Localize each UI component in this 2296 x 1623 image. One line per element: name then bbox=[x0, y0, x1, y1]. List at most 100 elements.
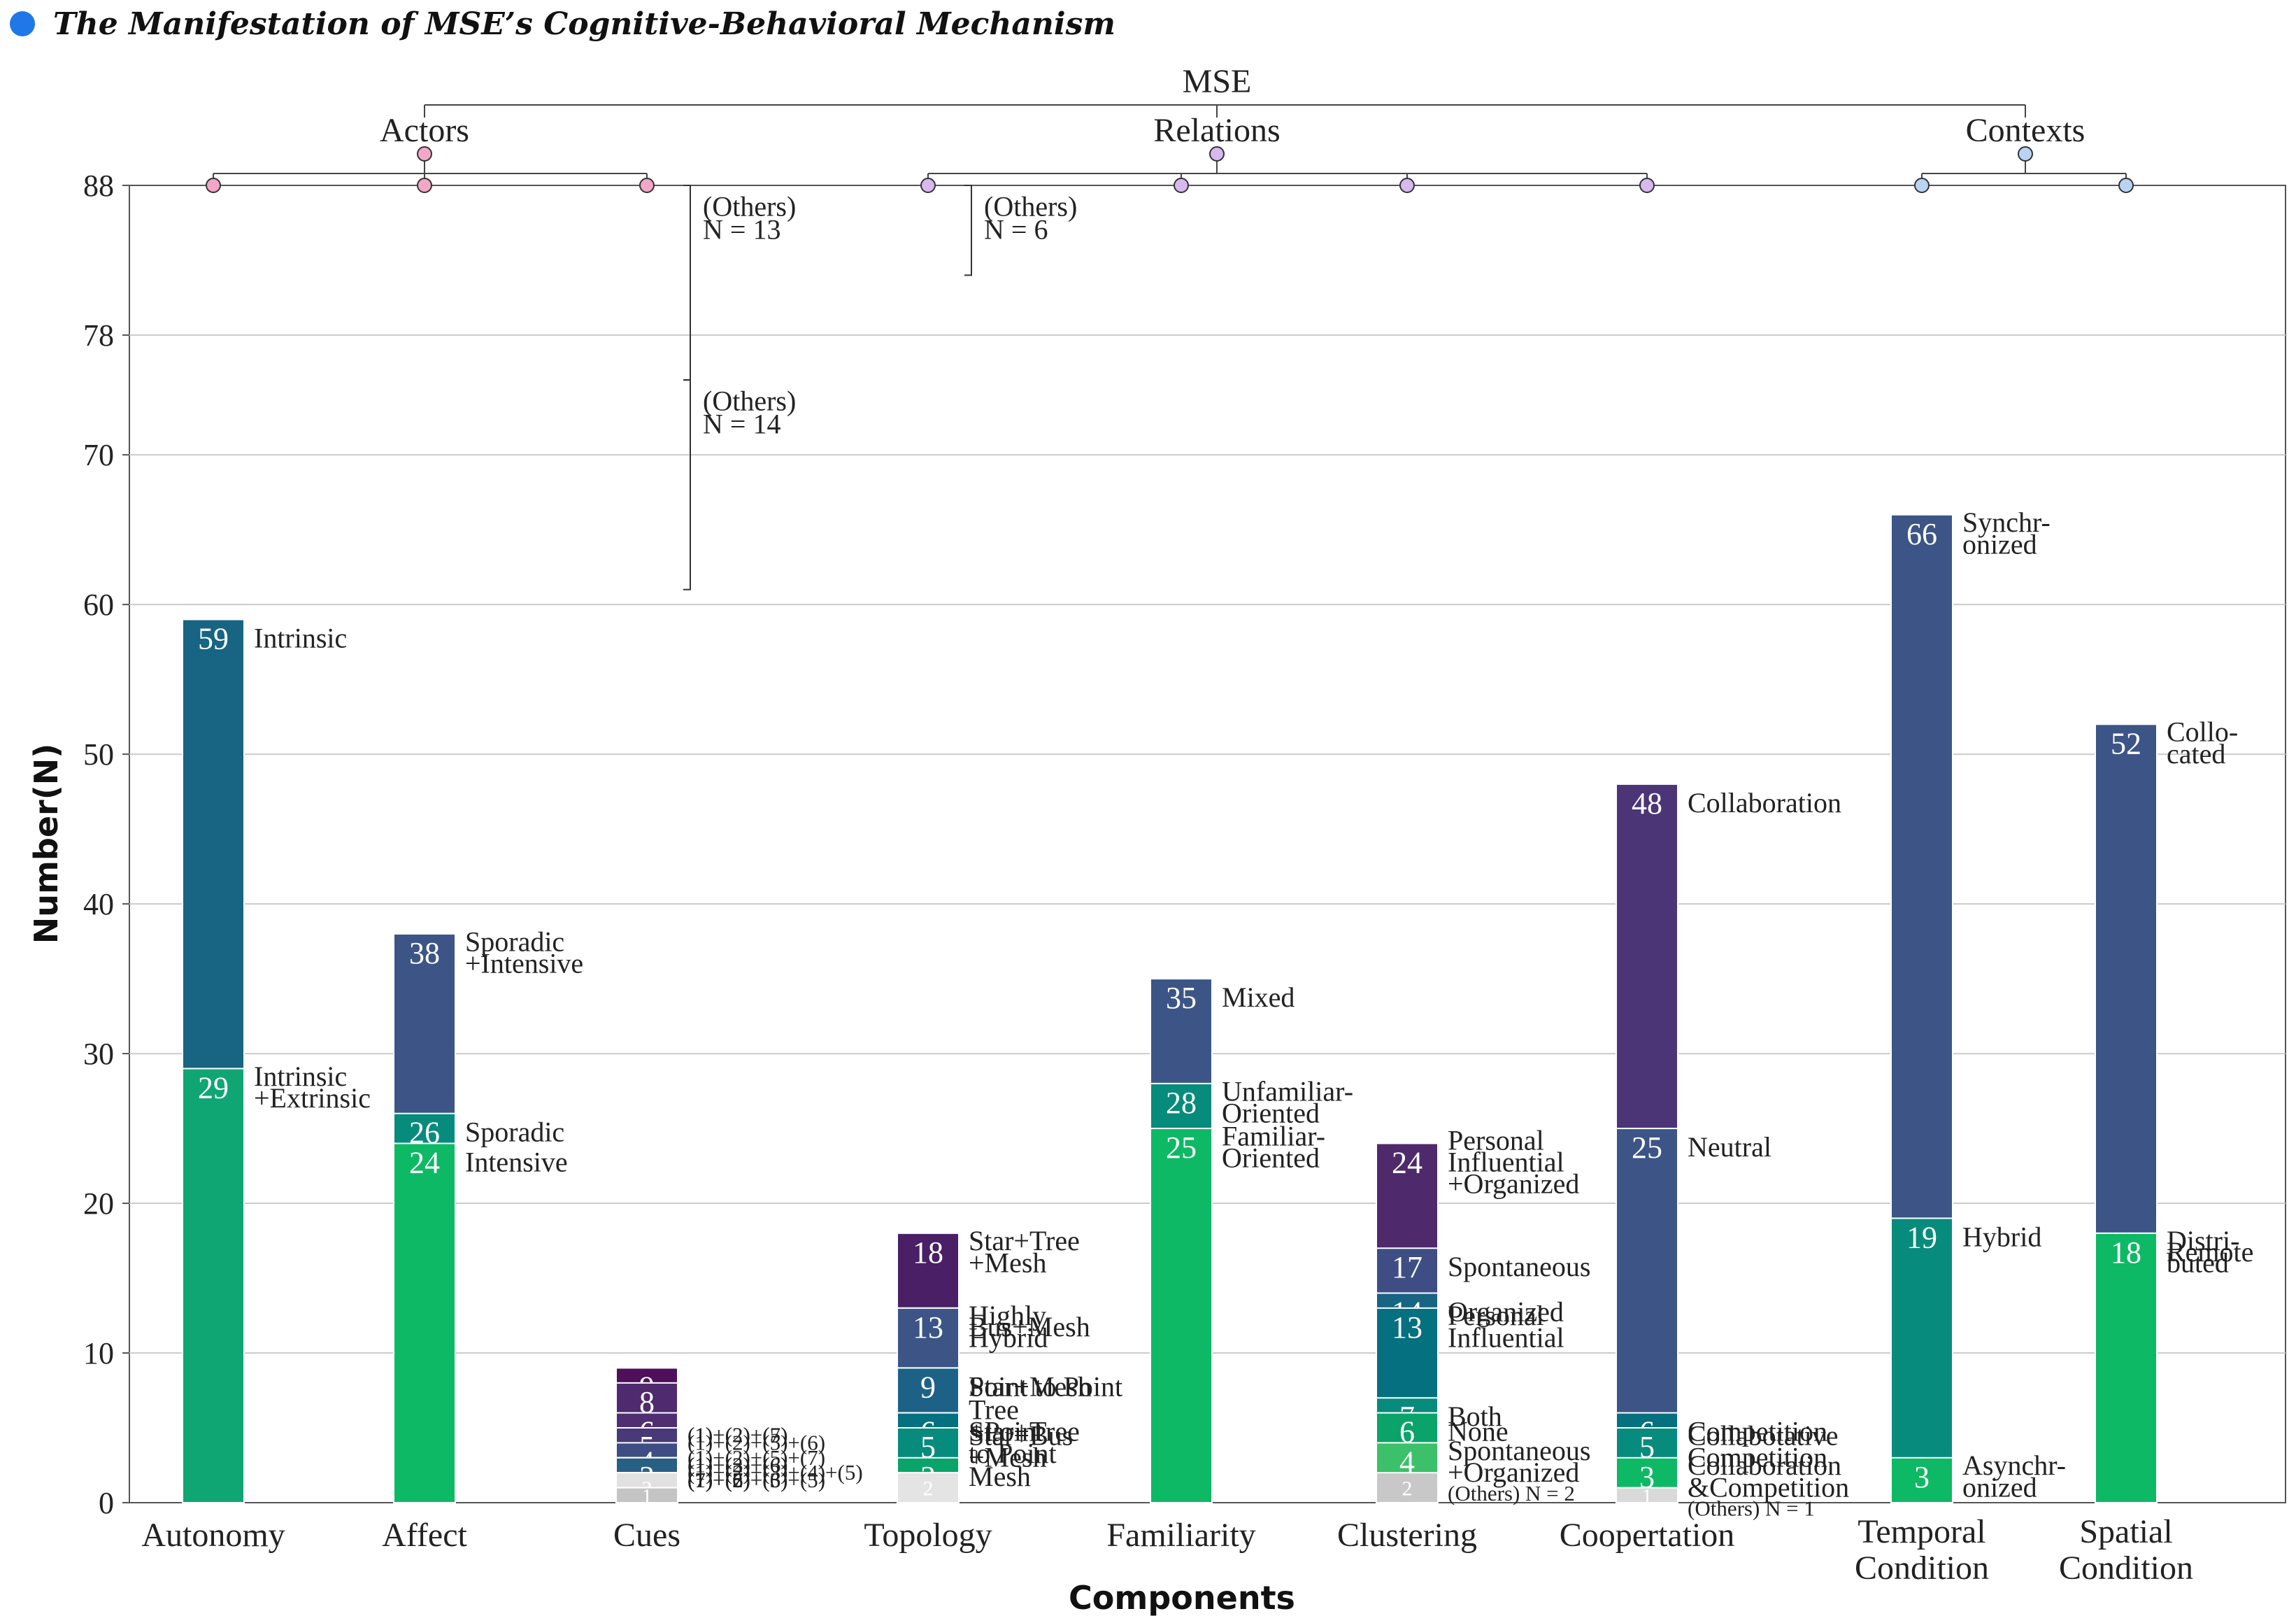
bar-temporal-condition-segment-1-label: Hybrid bbox=[1962, 1221, 2041, 1252]
bar-coopertation-segment-2-label: Competition bbox=[1688, 1416, 1827, 1447]
bar-coopertation-segment-1-label: Neutral bbox=[1688, 1131, 1771, 1163]
bar-clustering-segment-7-value: 2 bbox=[1402, 1477, 1413, 1501]
bar-cues-segment-5-label: (1)+(2)+(6) bbox=[687, 1453, 787, 1477]
bar-cues-segment-2-label: (1)+(2)+(5)+(6) bbox=[687, 1430, 825, 1454]
bar-clustering-segment-1-value: 17 bbox=[1392, 1250, 1422, 1284]
x-tick-label-topology: Topology bbox=[864, 1517, 992, 1554]
x-tick-label-coopertation: Coopertation bbox=[1560, 1517, 1735, 1554]
x-tick-label-cues: Cues bbox=[613, 1517, 680, 1554]
bar-cues-segment-4-label: (1)+(3)+(6) bbox=[687, 1453, 787, 1477]
bar-cues-segment-8-label: (1)+(7) bbox=[687, 1468, 750, 1492]
bar-clustering-segment-4-label: Both bbox=[1448, 1401, 1502, 1432]
bar-topology-segment-0-label: Star+Tree +Mesh bbox=[969, 1225, 1080, 1278]
cues-others-n13-bracket bbox=[683, 185, 691, 381]
topology-others-n6-label: (Others) N = 6 bbox=[984, 191, 1077, 246]
y-tick-label: 70 bbox=[83, 438, 114, 472]
bar-topology-segment-5-label: Tree +Point to Point bbox=[969, 1394, 1057, 1468]
bar-coopertation-segment-5 bbox=[1616, 1487, 1678, 1504]
bar-spatial-condition-segment-1-label: Remote bbox=[2167, 1236, 2253, 1268]
y-tick-label: 0 bbox=[99, 1486, 114, 1520]
bar-familiarity-segment-2 bbox=[1150, 1128, 1213, 1503]
x-tick-label-affect: Affect bbox=[382, 1517, 467, 1554]
bar-cues-segment-10-label: (1)+(6) bbox=[687, 1468, 750, 1492]
bar-topology-segment-3-label: Star+Mesh bbox=[969, 1370, 1092, 1402]
bar-familiarity-segment-1-label: Unfamiliar-Oriented bbox=[1222, 1075, 1353, 1128]
bar-affect-segment-2-label: Intensive bbox=[465, 1146, 568, 1177]
y-tick-label: 60 bbox=[83, 588, 114, 622]
y-tick-label: 20 bbox=[83, 1186, 114, 1221]
bar-topology-segment-4-value: 9 bbox=[920, 1370, 936, 1404]
bar-spatial-condition-segment-0-value: 52 bbox=[2111, 726, 2141, 760]
x-axis-title: Components bbox=[1069, 1579, 1295, 1617]
bar-autonomy-segment-1-value: 29 bbox=[198, 1070, 229, 1105]
bar-familiarity-segment-0-label: Mixed bbox=[1222, 981, 1295, 1013]
cues-others-n14-bracket bbox=[683, 379, 691, 590]
bar-topology-segment-0-value: 18 bbox=[913, 1235, 943, 1270]
bar-spatial-condition-segment-2-label: Distri-buted bbox=[2167, 1225, 2239, 1278]
bar-clustering-segment-3-label: Personal Influential bbox=[1448, 1300, 1564, 1353]
bar-spatial-condition-segment-2-value: 18 bbox=[2111, 1235, 2141, 1270]
cues-others-n14-label: (Others) N = 14 bbox=[703, 385, 796, 440]
y-tick-label: 50 bbox=[83, 737, 114, 772]
bar-cues-segment-3-label: (1)+(2)+(5)+(7) bbox=[687, 1445, 825, 1470]
leaf-node-clustering bbox=[1399, 178, 1415, 193]
bar-cues-segment-7-label: (1)+(5)+(6) bbox=[687, 1468, 787, 1492]
leaf-node-autonomy bbox=[206, 178, 221, 193]
bar-cues-segment-31 bbox=[615, 1487, 678, 1504]
x-tick-label-spatial-condition: Spatial Condition bbox=[2059, 1513, 2193, 1587]
title-bullet-icon bbox=[10, 11, 35, 36]
bar-clustering-segment-5-label: None bbox=[1448, 1416, 1509, 1447]
bar-topology-segment-8-label: Mesh bbox=[969, 1461, 1031, 1492]
bar-autonomy-segment-0-label: Intrinsic bbox=[254, 623, 347, 654]
bar-temporal-condition-segment-2-value: 3 bbox=[1914, 1460, 1930, 1494]
bar-clustering-segment-0-label: Personal Influential +Organized bbox=[1448, 1124, 1579, 1199]
bar-coopertation-segment-1-value: 25 bbox=[1632, 1131, 1662, 1165]
bar-autonomy-segment-1 bbox=[182, 1068, 245, 1504]
leaf-node-topology bbox=[920, 178, 936, 193]
bar-clustering-segment-7 bbox=[1376, 1472, 1439, 1504]
y-tick-label: 78 bbox=[83, 318, 114, 353]
bar-topology-segment-7-label: Star+Bus +Mesh bbox=[969, 1419, 1073, 1473]
bar-topology-segment-2-value: 13 bbox=[913, 1310, 943, 1345]
bar-affect-segment-0-value: 38 bbox=[409, 936, 440, 970]
bar-cues-segment-1-label: (1)+(2)+(7) bbox=[687, 1423, 787, 1447]
group-label-actors: Actors bbox=[380, 112, 469, 149]
topology-others-n6-bracket bbox=[964, 185, 972, 276]
bar-topology-segment-6-label: Star+Tree bbox=[969, 1416, 1080, 1447]
bar-clustering-segment-6-value: 4 bbox=[1399, 1445, 1415, 1479]
bar-temporal-condition-segment-2 bbox=[1890, 1457, 1953, 1504]
group-label-relations: Relations bbox=[1153, 112, 1280, 149]
bar-temporal-condition-segment-0-label: Synchr-onized bbox=[1962, 506, 2051, 560]
x-tick-label-familiarity: Familiarity bbox=[1106, 1517, 1255, 1554]
group-node-actors bbox=[417, 146, 432, 162]
bar-familiarity-segment-0-value: 35 bbox=[1166, 981, 1197, 1015]
tree-root-label: MSE bbox=[1183, 63, 1252, 100]
leaf-node-familiarity bbox=[1174, 178, 1189, 193]
y-tick-label: 10 bbox=[83, 1336, 114, 1370]
y-tick-label: 30 bbox=[83, 1037, 114, 1071]
figure-title: The Manifestation of MSE’s Cognitive-Beh… bbox=[10, 3, 1115, 45]
bar-coopertation-segment-4-value: 3 bbox=[1639, 1460, 1655, 1494]
group-label-contexts: Contexts bbox=[1966, 112, 2085, 149]
bar-affect-segment-1-label: Sporadic bbox=[465, 1117, 564, 1148]
bar-coopertation-segment-3-value: 5 bbox=[1639, 1430, 1655, 1464]
bar-topology-segment-4-label: Point to Point bbox=[969, 1370, 1122, 1402]
y-tick-label: 40 bbox=[83, 887, 114, 921]
bar-affect-segment-2-value: 24 bbox=[409, 1145, 440, 1179]
group-node-relations bbox=[1209, 146, 1225, 162]
bar-topology-segment-11-value: 2 bbox=[923, 1477, 934, 1501]
leaf-node-coopertation bbox=[1639, 178, 1655, 193]
bar-clustering-segment-3-value: 13 bbox=[1392, 1310, 1422, 1345]
y-tick-label: 88 bbox=[83, 169, 114, 203]
bar-coopertation-segment-0-value: 48 bbox=[1632, 786, 1662, 821]
bar-cues-segment-31-value: 1 bbox=[642, 1484, 653, 1508]
bar-coopertation-segment-0-label: Collaboration bbox=[1688, 787, 1841, 818]
bar-coopertation-segment-3-label: Collabotative Competition bbox=[1688, 1419, 1839, 1473]
y-axis-title: Number(N) bbox=[27, 744, 65, 944]
bar-familiarity-segment-2-value: 25 bbox=[1166, 1131, 1197, 1165]
figure-title-text: The Manifestation of MSE’s Cognitive-Beh… bbox=[53, 6, 1115, 42]
bar-topology-segment-2-label: Bus+Mesh bbox=[969, 1311, 1090, 1342]
bar-autonomy-segment-0-value: 59 bbox=[198, 622, 229, 656]
bar-familiarity-segment-1-value: 28 bbox=[1166, 1086, 1197, 1120]
bar-clustering-segment-6-label: Spontaneous +Organized bbox=[1448, 1435, 1590, 1488]
